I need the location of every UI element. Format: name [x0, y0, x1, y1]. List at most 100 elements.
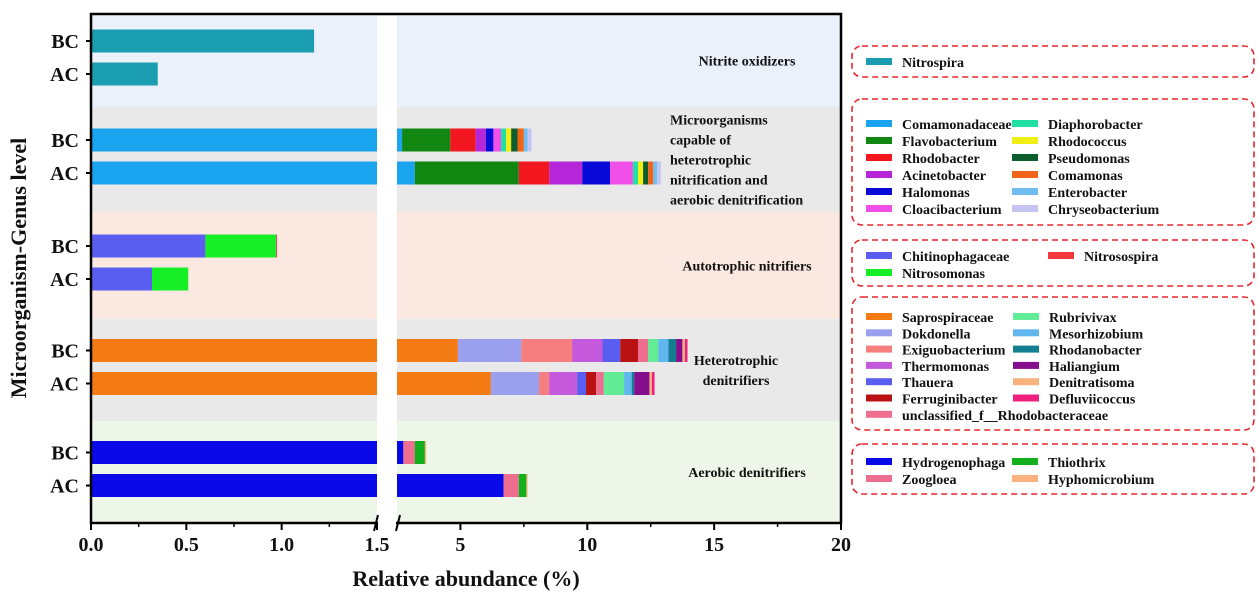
bar-segment — [632, 161, 639, 185]
legend-box — [851, 45, 1255, 78]
bar-segment — [457, 339, 522, 362]
legend-label: Rubrivivax — [1049, 311, 1117, 326]
bar-segment — [526, 474, 528, 497]
legend-label: Rhodanobacter — [1049, 344, 1142, 359]
legend-box — [851, 98, 1255, 226]
legend-swatch — [866, 154, 892, 161]
legend-label: Acinetobacter — [902, 169, 986, 184]
bar-segment — [91, 372, 377, 395]
legend-label: Nitrosomonas — [902, 267, 986, 282]
legend-label: Hydrogenophaga — [902, 456, 1005, 471]
sample-label: AC — [50, 64, 79, 86]
bar-segment — [397, 372, 491, 395]
bar-segment — [549, 372, 578, 395]
bar-segment — [205, 234, 276, 258]
bar-segment — [475, 128, 486, 152]
group-band-background — [91, 107, 841, 212]
legend-label: Nitrosospira — [1084, 250, 1158, 265]
legend-swatch — [1012, 205, 1038, 212]
bar-segment — [503, 474, 519, 497]
bar-segment — [653, 161, 658, 185]
legend-swatch — [1012, 188, 1038, 195]
group-band-background — [91, 319, 841, 421]
bar-segment — [402, 128, 451, 152]
legend-label: Comamonas — [1048, 169, 1123, 184]
sample-label: BC — [51, 236, 79, 258]
sample-label: AC — [50, 476, 79, 498]
group-band-background — [91, 421, 841, 523]
legend-swatch — [866, 252, 892, 259]
group-band-background — [91, 212, 841, 319]
bar-segment — [91, 339, 377, 362]
bar-segment — [549, 161, 583, 185]
legend-label: Nitrospira — [902, 56, 964, 71]
bar-segment — [634, 372, 650, 395]
legend-label: Chitinophagaceae — [902, 250, 1009, 265]
legend-swatch — [1013, 394, 1039, 402]
bar-segment — [676, 339, 683, 362]
x-tick-label: 10 — [577, 534, 597, 556]
legend-swatch — [866, 458, 892, 465]
x-axis-title: Relative abundance (%) — [352, 566, 579, 591]
bar-segment — [539, 372, 550, 395]
bar-segment — [91, 441, 377, 464]
y-axis-title: Microorganism-Genus level — [6, 138, 31, 399]
legend-label: Dokdonella — [902, 327, 970, 342]
bar-segment — [586, 372, 597, 395]
legend-swatch — [1048, 252, 1074, 259]
bar-segment — [631, 372, 635, 395]
bar-segment — [490, 372, 540, 395]
group-label: denitrifiers — [703, 374, 770, 389]
bar-segment — [610, 161, 633, 185]
bar-segment — [682, 339, 685, 362]
bar-segment — [648, 161, 654, 185]
bar-segment — [603, 372, 625, 395]
bar-segment — [91, 234, 206, 258]
group-label: Aerobic denitrifiers — [688, 466, 806, 481]
bar-segment — [91, 267, 153, 291]
legend-swatch — [866, 269, 892, 276]
sample-label: BC — [51, 130, 79, 152]
legend-label: Exiguobacterium — [902, 344, 1006, 359]
legend-swatch — [1013, 378, 1039, 386]
legend-swatch — [1012, 137, 1038, 144]
bar-segment — [397, 474, 504, 497]
legend-label: Saprospiraceae — [902, 311, 994, 326]
bar-segment — [397, 339, 458, 362]
legend-swatch — [1013, 313, 1039, 320]
legend-swatch — [866, 313, 892, 320]
group-label: Heterotrophic — [694, 354, 778, 369]
sample-label: AC — [50, 163, 79, 185]
bar-segment — [638, 161, 644, 185]
bar-segment — [493, 128, 502, 152]
group-label: nitrification and — [670, 174, 768, 189]
legend-box — [851, 443, 1255, 495]
x-tick-label: 0.5 — [174, 534, 199, 556]
bar-segment — [648, 339, 659, 362]
bar-segment — [485, 128, 494, 152]
legend-label: Diaphorobacter — [1048, 118, 1143, 133]
group-label: Autotrophic nitrifiers — [682, 260, 812, 275]
x-tick-label: 0.0 — [79, 534, 104, 556]
bar-segment — [424, 441, 427, 464]
bar-segment — [275, 234, 277, 258]
legend-box — [851, 296, 1255, 431]
legend-label: Thermomonas — [902, 360, 990, 375]
legend-label: Flavobacterium — [902, 135, 997, 150]
bar-segment — [596, 372, 604, 395]
bar-segment — [523, 128, 528, 152]
legend-label: Defluviicoccus — [1049, 393, 1136, 408]
legend-label: Enterobacter — [1048, 186, 1127, 201]
group-label: Microorganisms — [670, 114, 768, 129]
axis-break-gap — [377, 16, 397, 523]
legend-label: Comamonadaceae — [902, 118, 1012, 133]
sample-label: BC — [51, 443, 79, 465]
legend-label: Zoogloea — [902, 473, 956, 488]
x-tick-label: 5 — [455, 534, 465, 556]
bar-segment — [91, 62, 158, 86]
sample-label: AC — [50, 374, 79, 396]
legend-swatch — [866, 329, 892, 337]
bar-segment — [620, 339, 639, 362]
bar-segment — [517, 128, 524, 152]
